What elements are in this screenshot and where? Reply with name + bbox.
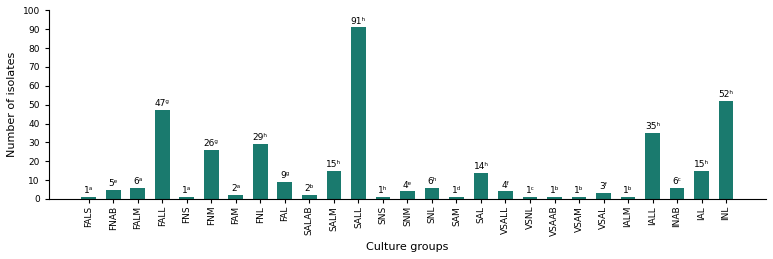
- Text: 1ᵃ: 1ᵃ: [182, 186, 192, 195]
- Bar: [498, 191, 512, 199]
- Text: 15ʰ: 15ʰ: [326, 160, 342, 169]
- Text: 14ʰ: 14ʰ: [473, 162, 489, 171]
- Text: 6ᶜ: 6ᶜ: [673, 177, 682, 186]
- Bar: [179, 197, 194, 199]
- Text: 1ᵈ: 1ᵈ: [451, 186, 461, 195]
- Bar: [278, 182, 292, 199]
- Text: 1ʰ: 1ʰ: [378, 186, 387, 195]
- Bar: [621, 197, 635, 199]
- Text: 6ʰ: 6ʰ: [427, 177, 437, 186]
- Text: 35ʰ: 35ʰ: [645, 122, 660, 131]
- Bar: [449, 197, 464, 199]
- Text: 9ᵍ: 9ᵍ: [280, 171, 290, 180]
- Bar: [204, 150, 219, 199]
- Bar: [81, 197, 96, 199]
- Bar: [645, 133, 660, 199]
- Text: 1ᵃ: 1ᵃ: [84, 186, 94, 195]
- Text: 4ᵉ: 4ᵉ: [403, 181, 412, 190]
- Text: 29ʰ: 29ʰ: [253, 133, 267, 142]
- Bar: [474, 172, 489, 199]
- Text: 1ᶜ: 1ᶜ: [526, 186, 534, 195]
- Bar: [253, 144, 267, 199]
- Bar: [547, 197, 562, 199]
- Bar: [131, 188, 145, 199]
- Text: 26ᵍ: 26ᵍ: [204, 139, 219, 148]
- Y-axis label: Number of isolates: Number of isolates: [7, 52, 17, 157]
- Text: 6ᵃ: 6ᵃ: [133, 177, 142, 186]
- Bar: [572, 197, 587, 199]
- Bar: [400, 191, 415, 199]
- Bar: [596, 193, 611, 199]
- Text: 3ᶠ: 3ᶠ: [599, 182, 608, 191]
- X-axis label: Culture groups: Culture groups: [366, 242, 448, 252]
- Bar: [351, 27, 366, 199]
- Bar: [669, 188, 684, 199]
- Bar: [302, 195, 317, 199]
- Text: 4ᶠ: 4ᶠ: [501, 181, 509, 190]
- Text: 1ᵇ: 1ᵇ: [623, 186, 633, 195]
- Text: 2ᵇ: 2ᵇ: [305, 184, 314, 193]
- Text: 52ʰ: 52ʰ: [719, 90, 734, 99]
- Bar: [523, 197, 537, 199]
- Bar: [155, 110, 169, 199]
- Text: 15ʰ: 15ʰ: [694, 160, 709, 169]
- Bar: [694, 171, 709, 199]
- Text: 2ᵃ: 2ᵃ: [231, 184, 240, 193]
- Bar: [424, 188, 439, 199]
- Bar: [229, 195, 243, 199]
- Text: 1ᵇ: 1ᵇ: [574, 186, 584, 195]
- Bar: [106, 190, 121, 199]
- Bar: [326, 171, 341, 199]
- Bar: [719, 101, 734, 199]
- Text: 47ᵍ: 47ᵍ: [155, 99, 170, 109]
- Bar: [376, 197, 390, 199]
- Text: 1ᵇ: 1ᵇ: [550, 186, 560, 195]
- Text: 91ʰ: 91ʰ: [351, 17, 366, 26]
- Text: 5ᵉ: 5ᵉ: [108, 179, 118, 188]
